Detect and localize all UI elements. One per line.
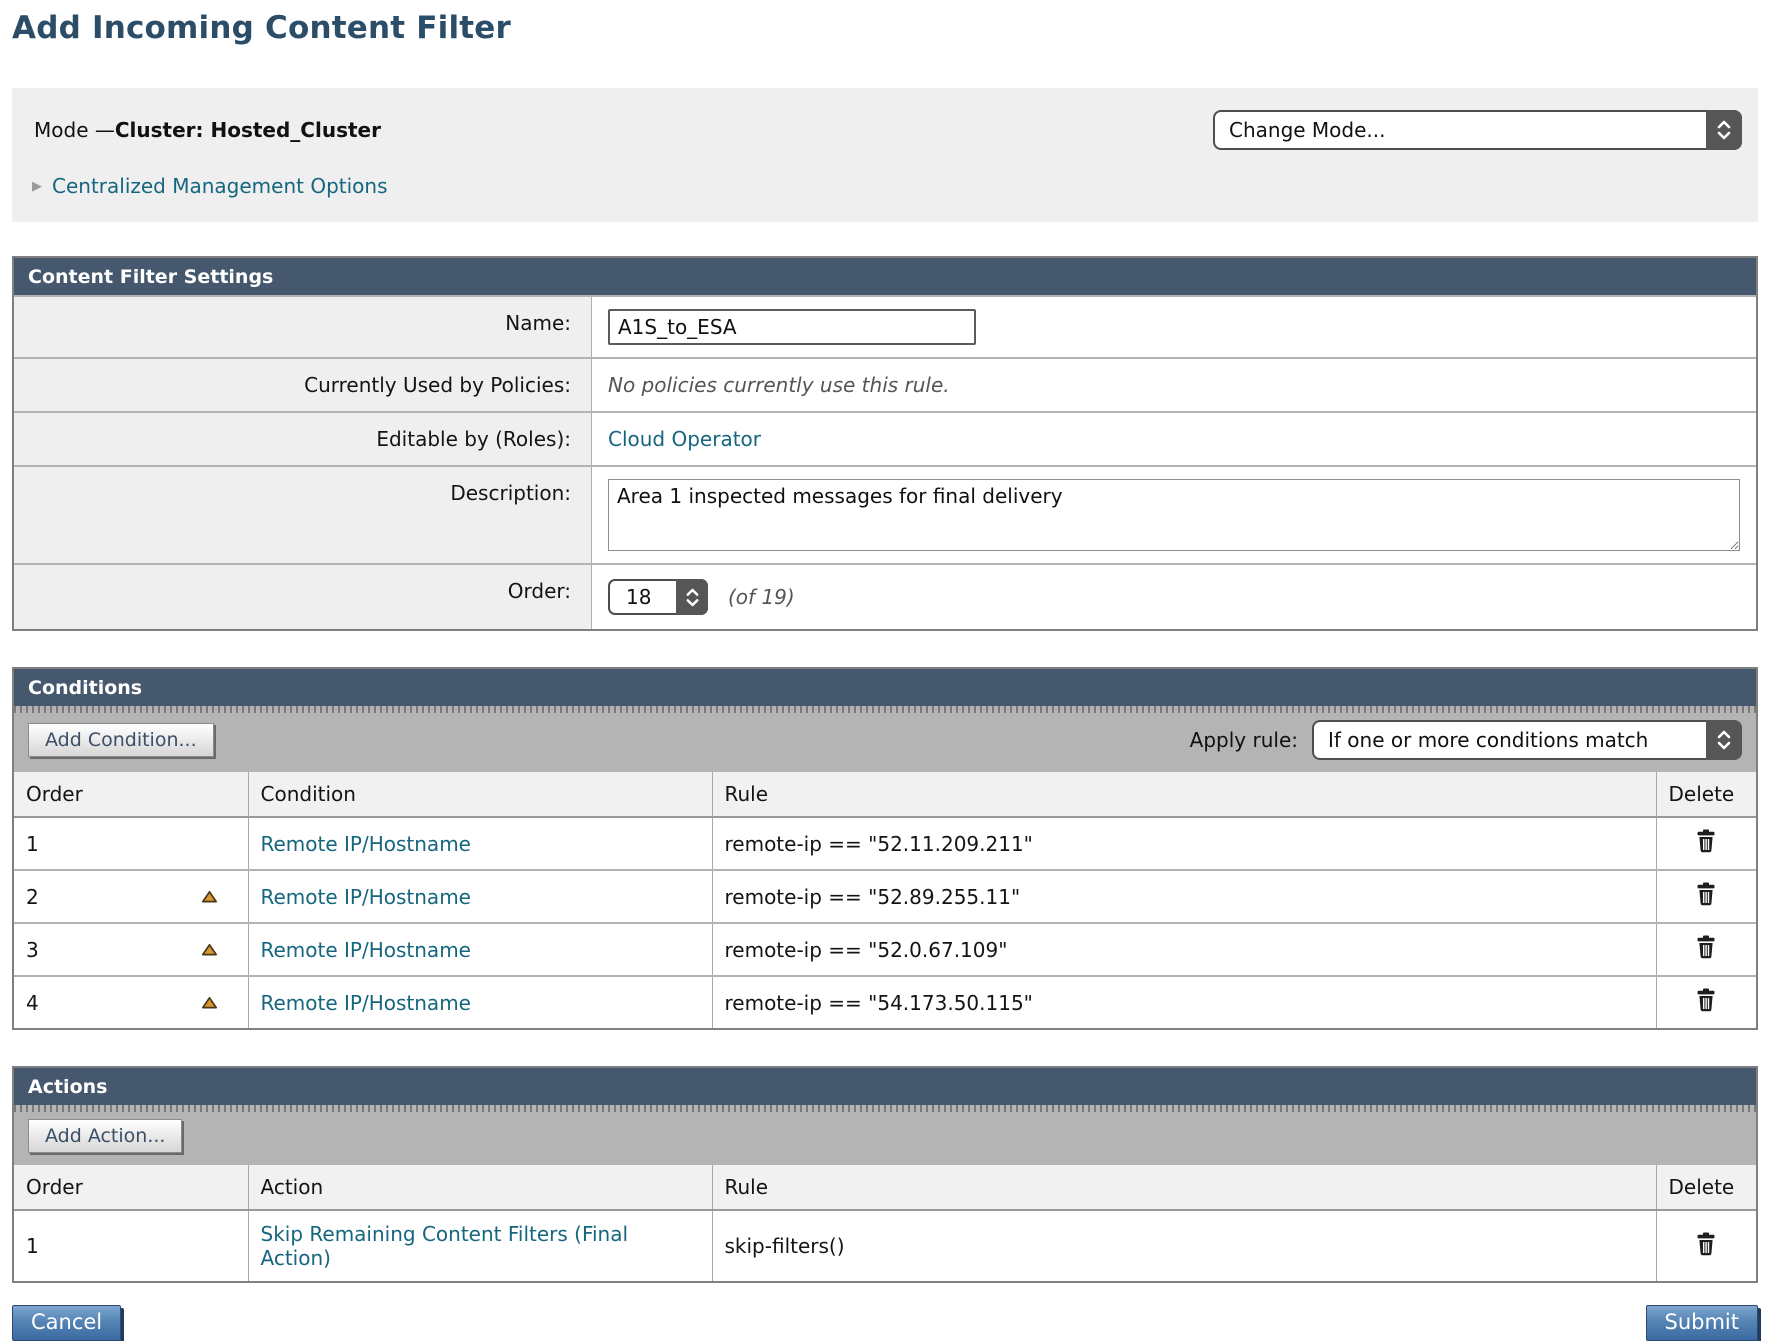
trash-icon	[1697, 935, 1715, 959]
footer: Cancel Submit	[12, 1305, 1758, 1341]
trash-icon	[1697, 1232, 1715, 1255]
cancel-button[interactable]: Cancel	[12, 1305, 122, 1341]
order-select[interactable]: 18	[608, 579, 708, 615]
condition-order: 4	[26, 990, 39, 1015]
settings-row-policies: Currently Used by Policies: No policies …	[14, 357, 1756, 411]
order-label: Order:	[14, 565, 592, 629]
apply-rule-label: Apply rule:	[1189, 728, 1298, 752]
settings-row-name: Name:	[14, 295, 1756, 357]
mode-label: Mode	[34, 118, 95, 142]
policies-value: No policies currently use this rule.	[608, 373, 950, 397]
centralized-management-row: ▶ Centralized Management Options	[32, 174, 388, 198]
change-mode-selected-value: Change Mode...	[1229, 118, 1386, 142]
condition-row: 1 Remote IP/Hostname remote-ip == "52.11…	[14, 816, 1756, 870]
page-title: Add Incoming Content Filter	[12, 10, 512, 46]
condition-row: 3 Remote IP/Hostname remote-ip == "52.0.…	[14, 922, 1756, 976]
action-row: 1 Skip Remaining Content Filters (Final …	[14, 1209, 1756, 1281]
move-up-icon	[201, 890, 217, 903]
conditions-table: Order Condition Rule Delete 1 Remote IP/…	[14, 772, 1756, 1028]
actions-section-header: Actions	[14, 1068, 1756, 1105]
condition-link[interactable]: Remote IP/Hostname	[260, 990, 471, 1015]
order-selected-value: 18	[626, 585, 652, 609]
condition-link[interactable]: Remote IP/Hostname	[260, 937, 471, 962]
actions-table: Order Action Rule Delete 1 Skip Remainin…	[14, 1165, 1756, 1281]
select-stepper-icon	[1706, 110, 1742, 150]
trash-icon	[1697, 882, 1715, 906]
condition-rule: remote-ip == "52.11.209.211"	[711, 816, 1656, 870]
condition-order: 1	[26, 831, 39, 856]
action-link[interactable]: Skip Remaining Content Filters (Final Ac…	[260, 1222, 629, 1270]
mode-dash: —	[94, 118, 115, 142]
condition-link[interactable]: Remote IP/Hostname	[260, 884, 471, 909]
condition-order: 2	[26, 884, 39, 909]
policies-label: Currently Used by Policies:	[14, 359, 592, 411]
submit-button[interactable]: Submit	[1645, 1305, 1758, 1341]
col-header-delete: Delete	[1655, 1165, 1756, 1211]
order-total: (of 19)	[728, 585, 795, 609]
mode-panel: Mode —Cluster: Hosted_Cluster Change Mod…	[12, 88, 1758, 222]
condition-order: 3	[26, 937, 39, 962]
editable-roles-link[interactable]: Cloud Operator	[608, 427, 762, 451]
name-label: Name:	[14, 297, 592, 357]
select-stepper-icon	[676, 579, 708, 615]
trash-icon	[1697, 829, 1715, 853]
actions-section: Actions Add Action... Order Action Rule …	[12, 1066, 1758, 1283]
disclosure-triangle-icon[interactable]: ▶	[32, 178, 42, 194]
move-up-button[interactable]	[201, 996, 218, 1009]
mode-value: Cluster: Hosted_Cluster	[114, 118, 381, 142]
delete-action-button[interactable]	[1695, 1232, 1717, 1256]
delete-condition-button[interactable]	[1695, 882, 1717, 906]
trash-icon	[1697, 988, 1715, 1012]
move-up-icon	[201, 996, 217, 1009]
move-up-button[interactable]	[201, 943, 218, 956]
description-label: Description:	[14, 467, 592, 563]
conditions-section-header: Conditions	[14, 669, 1756, 706]
condition-row: 4 Remote IP/Hostname remote-ip == "54.17…	[14, 975, 1756, 1028]
settings-row-editable: Editable by (Roles): Cloud Operator	[14, 411, 1756, 465]
move-up-icon	[201, 943, 217, 956]
settings-row-order: Order: 18 (of 19)	[14, 563, 1756, 629]
delete-condition-button[interactable]	[1695, 988, 1717, 1012]
actions-toolbar: Add Action...	[14, 1105, 1756, 1165]
content-filter-settings-section: Content Filter Settings Name: Currently …	[12, 256, 1758, 631]
apply-rule-selected-value: If one or more conditions match	[1328, 728, 1649, 752]
col-header-order: Order	[14, 1165, 248, 1211]
delete-condition-button[interactable]	[1695, 935, 1717, 959]
settings-section-header: Content Filter Settings	[14, 258, 1756, 295]
change-mode-select[interactable]: Change Mode...	[1213, 110, 1742, 150]
add-condition-button[interactable]: Add Condition...	[28, 723, 214, 757]
move-up-button[interactable]	[201, 890, 218, 903]
condition-rule: remote-ip == "52.0.67.109"	[711, 922, 1656, 976]
action-order: 1	[26, 1234, 39, 1258]
settings-row-description: Description: Area 1 inspected messages f…	[14, 465, 1756, 563]
condition-rule: remote-ip == "54.173.50.115"	[711, 975, 1656, 1028]
select-stepper-icon	[1706, 720, 1742, 760]
centralized-management-options-link[interactable]: Centralized Management Options	[52, 174, 388, 198]
delete-condition-button[interactable]	[1695, 829, 1717, 853]
condition-rule: remote-ip == "52.89.255.11"	[711, 869, 1656, 923]
editable-label: Editable by (Roles):	[14, 413, 592, 465]
conditions-section: Conditions Add Condition... Apply rule: …	[12, 667, 1758, 1030]
conditions-toolbar: Add Condition... Apply rule: If one or m…	[14, 706, 1756, 772]
description-textarea[interactable]: Area 1 inspected messages for final deli…	[608, 479, 1740, 551]
action-rule: skip-filters()	[711, 1209, 1656, 1281]
mode-line: Mode —Cluster: Hosted_Cluster	[34, 118, 381, 142]
col-header-action: Action	[247, 1165, 712, 1211]
col-header-rule: Rule	[711, 772, 1656, 818]
condition-row: 2 Remote IP/Hostname remote-ip == "52.89…	[14, 869, 1756, 923]
apply-rule-select[interactable]: If one or more conditions match	[1312, 720, 1742, 760]
col-header-condition: Condition	[247, 772, 712, 818]
condition-link[interactable]: Remote IP/Hostname	[260, 831, 471, 856]
col-header-rule: Rule	[711, 1165, 1656, 1211]
add-action-button[interactable]: Add Action...	[28, 1119, 183, 1153]
name-input[interactable]	[608, 309, 976, 345]
col-header-order: Order	[14, 772, 248, 818]
col-header-delete: Delete	[1655, 772, 1756, 818]
